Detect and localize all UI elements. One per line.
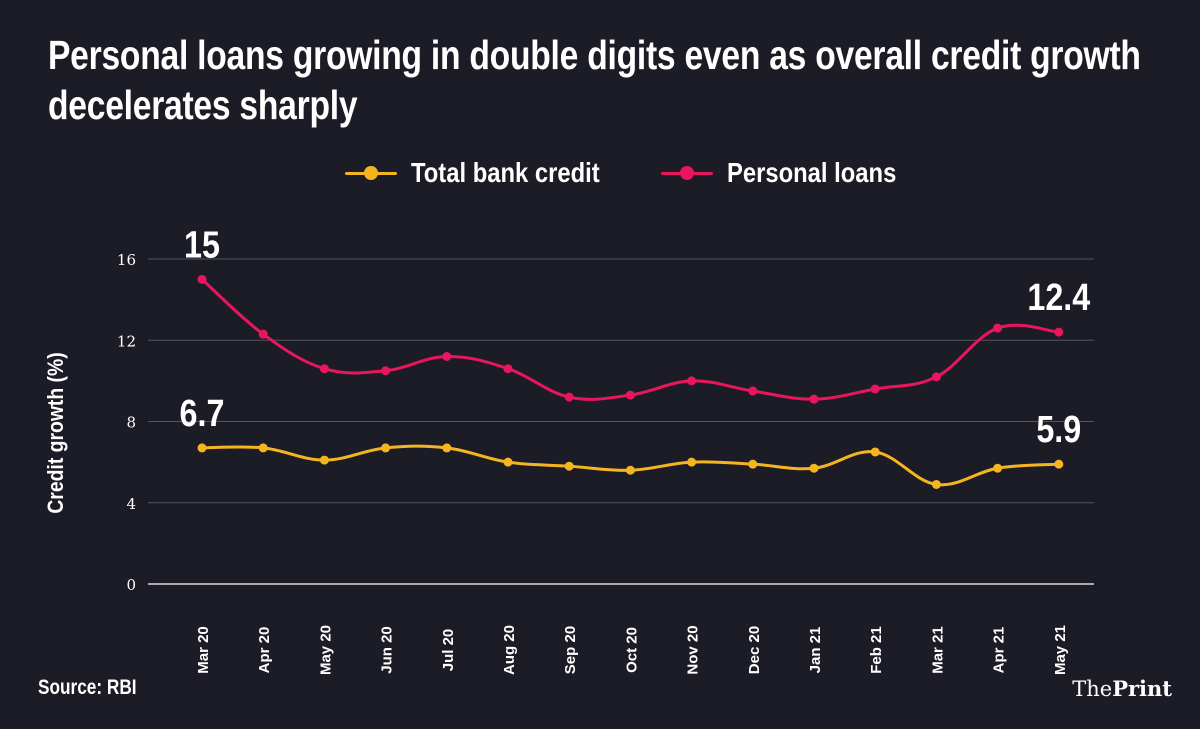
point-total-bank-credit-10	[809, 463, 819, 473]
point-personal-loans-9	[748, 386, 758, 396]
x-tick-label-11: Feb 21	[868, 626, 885, 674]
x-tick-label-8: Nov 20	[685, 625, 702, 674]
x-tick-label-10: Jan 21	[807, 627, 824, 674]
point-personal-loans-1	[258, 329, 268, 339]
logo-the: The	[1072, 677, 1113, 701]
legend-item-total-bank-credit: Total bank credit	[345, 157, 633, 189]
point-total-bank-credit-5	[503, 457, 513, 467]
point-total-bank-credit-12	[931, 479, 941, 489]
point-total-bank-credit-6	[564, 461, 574, 471]
point-total-bank-credit-4	[442, 443, 452, 453]
legend-swatch-personal-loans	[660, 166, 713, 180]
y-tick-label-4: 4	[126, 495, 136, 513]
point-personal-loans-14	[1054, 327, 1064, 337]
x-tick-label-7: Oct 20	[623, 627, 640, 673]
legend-label-personal-loans: Personal loans	[726, 157, 897, 188]
x-tick-label-9: Dec 20	[746, 626, 763, 674]
point-total-bank-credit-7	[625, 465, 635, 475]
point-personal-loans-5	[503, 364, 513, 374]
series-line-personal-loans	[200, 278, 1059, 401]
legend-label-total-bank-credit: Total bank credit	[411, 157, 600, 188]
point-personal-loans-11	[870, 384, 880, 394]
point-personal-loans-7	[625, 390, 635, 400]
x-tick-label-13: Apr 21	[991, 627, 1008, 674]
point-total-bank-credit-1	[258, 443, 268, 453]
point-personal-loans-2	[319, 364, 329, 374]
point-personal-loans-12	[931, 372, 941, 382]
x-tick-label-1: Apr 20	[256, 627, 273, 674]
point-total-bank-credit-8	[687, 457, 697, 467]
theprint-logo: ThePrint	[1072, 676, 1172, 701]
y-axis-label: Credit growth (%)	[43, 352, 68, 514]
x-tick-label-4: Jul 20	[440, 629, 457, 672]
x-tick-label-2: May 20	[317, 625, 334, 675]
point-personal-loans-4	[442, 352, 452, 361]
legend-swatch-total-bank-credit	[345, 166, 397, 180]
data-label-1: 12.4	[1027, 277, 1090, 319]
y-tick-label-0: 0	[126, 576, 136, 594]
series-line-total-bank-credit	[201, 444, 1059, 487]
source-note: Source: RBI	[38, 676, 137, 699]
data-label-3: 5.9	[1036, 409, 1081, 451]
data-label-2: 6.7	[180, 393, 225, 435]
y-tick-label-16: 16	[117, 251, 136, 269]
point-personal-loans-0	[197, 274, 207, 284]
point-personal-loans-10	[809, 394, 819, 404]
legend-item-personal-loans: Personal loans	[660, 157, 926, 189]
x-tick-label-5: Aug 20	[501, 625, 518, 675]
point-total-bank-credit-14	[1054, 459, 1064, 469]
legend: Total bank credit Personal loans	[345, 155, 926, 191]
point-total-bank-credit-0	[197, 443, 207, 453]
point-personal-loans-8	[687, 376, 697, 386]
point-total-bank-credit-13	[993, 463, 1003, 473]
point-total-bank-credit-9	[748, 459, 758, 469]
x-tick-label-6: Sep 20	[562, 626, 579, 674]
x-tick-label-0: Mar 20	[195, 626, 212, 674]
y-tick-label-12: 12	[117, 332, 136, 350]
x-tick-label-3: Jun 20	[379, 626, 396, 674]
data-label-0: 15	[184, 224, 220, 266]
point-total-bank-credit-2	[319, 455, 329, 465]
chart-title-text: Personal loans growing in double digits …	[48, 32, 1141, 128]
x-tick-label-12: Mar 21	[929, 626, 946, 674]
y-tick-label-8: 8	[126, 414, 136, 432]
point-personal-loans-13	[993, 323, 1003, 333]
point-total-bank-credit-3	[381, 443, 391, 453]
point-personal-loans-3	[381, 366, 391, 376]
chart-title: Personal loans growing in double digits …	[48, 30, 1141, 130]
point-total-bank-credit-11	[870, 447, 880, 457]
point-personal-loans-6	[564, 392, 574, 402]
logo-print: Print	[1112, 676, 1172, 701]
x-tick-label-14: May 21	[1052, 625, 1069, 675]
